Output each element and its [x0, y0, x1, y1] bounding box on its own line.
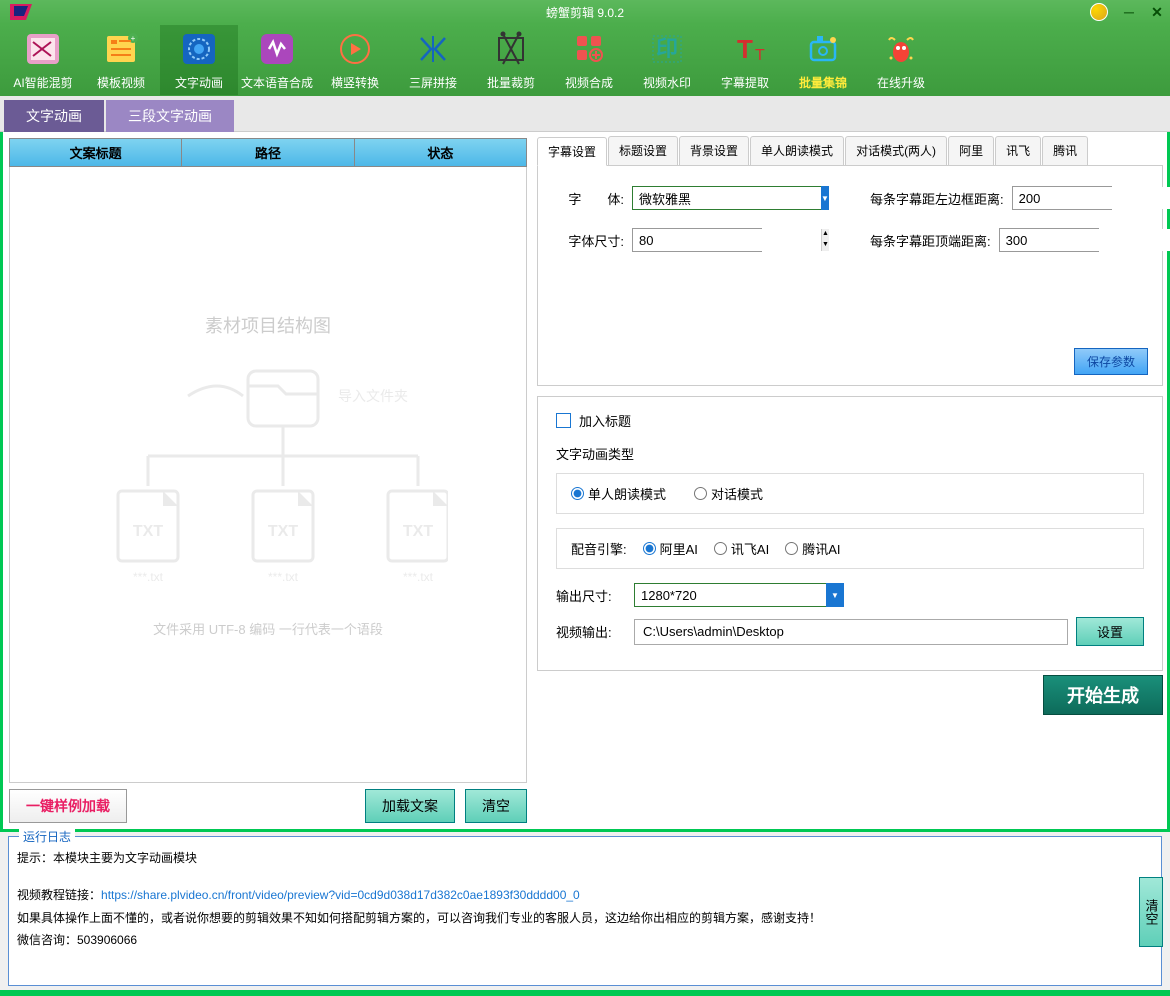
left-margin-input[interactable]: ▲▼ — [1012, 186, 1112, 210]
engine-ali-radio[interactable]: 阿里AI — [643, 539, 698, 558]
tool-tts[interactable]: 文本语音合成 — [238, 25, 316, 95]
svg-text:TXT: TXT — [403, 523, 433, 540]
log-content: 提示：本模块主要为文字动画模块 视频教程链接：https://share.plv… — [17, 847, 1153, 977]
mode-dialog-radio[interactable]: 对话模式 — [694, 484, 763, 503]
clear-button[interactable]: 清空 — [465, 789, 527, 823]
options-panel: 加入标题 文字动画类型 单人朗读模式 对话模式 配音引擎: 阿里AI 讯飞AI … — [537, 396, 1163, 671]
ai-mix-icon — [23, 30, 63, 68]
config-tab-0[interactable]: 字幕设置 — [537, 137, 607, 166]
clear-log-button[interactable]: 清空 — [1139, 877, 1163, 947]
right-panel: 字幕设置标题设置背景设置单人朗读模式对话模式(两人)阿里讯飞腾讯 字 体: ▼ … — [533, 132, 1167, 829]
save-params-button[interactable]: 保存参数 — [1074, 348, 1148, 375]
add-title-checkbox[interactable] — [556, 413, 571, 428]
output-size-combo[interactable]: ▼ — [634, 583, 844, 607]
table-body: 素材项目结构图 导入文件夹 TXT***.txt — [9, 167, 527, 783]
tool-rotate[interactable]: 横竖转换 — [316, 25, 394, 95]
tool-video-merge[interactable]: 视频合成 — [550, 25, 628, 95]
svg-text:T: T — [737, 34, 753, 64]
structure-diagram: 导入文件夹 TXT ***.txt TXT ***.txt TXT ***.txt — [88, 346, 448, 596]
svg-text:***.txt: ***.txt — [268, 570, 299, 584]
config-tab-3[interactable]: 单人朗读模式 — [750, 136, 844, 165]
svg-text:+: + — [131, 34, 136, 43]
template-icon: + — [101, 30, 141, 68]
minimize-button[interactable]: ─ — [1122, 5, 1136, 19]
main-toolbar: AI智能混剪+模板视频文字动画文本语音合成横竖转换三屏拼接批量裁剪视频合成印视频… — [0, 24, 1170, 96]
th-title: 文案标题 — [10, 139, 182, 166]
fontsize-input[interactable]: ▲▼ — [632, 228, 762, 252]
set-path-button[interactable]: 设置 — [1076, 617, 1144, 646]
sample-load-button[interactable]: 一键样例加载 — [9, 789, 127, 823]
svg-text:印: 印 — [656, 36, 678, 61]
tutorial-link[interactable]: https://share.plvideo.cn/front/video/pre… — [101, 888, 580, 902]
tool-batch-crop[interactable]: 批量裁剪 — [472, 25, 550, 95]
triple-icon — [413, 30, 453, 68]
watermark-icon: 印 — [647, 30, 687, 68]
size-dropdown-icon[interactable]: ▼ — [826, 583, 844, 607]
log-panel: 运行日志 提示：本模块主要为文字动画模块 视频教程链接：https://shar… — [8, 836, 1162, 986]
svg-text:TXT: TXT — [268, 523, 298, 540]
config-tab-1[interactable]: 标题设置 — [608, 136, 678, 165]
svg-text:***.txt: ***.txt — [403, 570, 434, 584]
tool-upgrade[interactable]: 在线升级 — [862, 25, 940, 95]
tool-triple[interactable]: 三屏拼接 — [394, 25, 472, 95]
text-anim-icon — [179, 30, 219, 68]
structure-watermark: 素材项目结构图 导入文件夹 TXT***.txt — [88, 312, 448, 638]
svg-text:T: T — [755, 47, 765, 64]
engine-xf-radio[interactable]: 讯飞AI — [714, 539, 769, 558]
th-path: 路径 — [182, 139, 354, 166]
svg-text:TXT: TXT — [133, 523, 163, 540]
font-input[interactable] — [632, 186, 821, 210]
batch-col-icon — [803, 30, 843, 68]
th-status: 状态 — [355, 139, 526, 166]
tool-template[interactable]: +模板视频 — [82, 25, 160, 95]
medal-icon[interactable] — [1090, 3, 1108, 21]
subtitle-icon: TT — [725, 30, 765, 68]
subtab-text-anim[interactable]: 文字动画 — [4, 100, 104, 132]
tool-ai-mix[interactable]: AI智能混剪 — [4, 25, 82, 95]
config-tab-7[interactable]: 腾讯 — [1042, 136, 1088, 165]
batch-crop-icon — [491, 30, 531, 68]
left-panel: 文案标题 路径 状态 素材项目结构图 — [3, 132, 533, 829]
engine-tx-radio[interactable]: 腾讯AI — [785, 539, 840, 558]
subtitle-config: 字 体: ▼ 每条字幕距左边框距离: ▲▼ 字体尺寸: ▲▼ 每条字幕距顶端距离… — [537, 166, 1163, 386]
tool-subtitle[interactable]: TT字幕提取 — [706, 25, 784, 95]
config-tab-5[interactable]: 阿里 — [948, 136, 994, 165]
tool-batch-col[interactable]: 批量集锦 — [784, 25, 862, 95]
app-logo — [8, 2, 38, 22]
font-dropdown-icon[interactable]: ▼ — [821, 186, 829, 210]
app-title: 螃蟹剪辑 9.0.2 — [546, 4, 624, 21]
sub-tabs: 文字动画 三段文字动画 — [0, 96, 1170, 132]
svg-text:***.txt: ***.txt — [133, 570, 164, 584]
top-margin-input[interactable]: ▲▼ — [999, 228, 1099, 252]
video-merge-icon — [569, 30, 609, 68]
title-bar: 螃蟹剪辑 9.0.2 ─ ✕ — [0, 0, 1170, 24]
table-header: 文案标题 路径 状态 — [9, 138, 527, 167]
config-tab-2[interactable]: 背景设置 — [679, 136, 749, 165]
rotate-icon — [335, 30, 375, 68]
subtab-three-seg[interactable]: 三段文字动画 — [106, 100, 234, 132]
load-text-button[interactable]: 加载文案 — [365, 789, 455, 823]
tts-icon — [257, 30, 297, 68]
mode-single-radio[interactable]: 单人朗读模式 — [571, 484, 666, 503]
start-generate-button[interactable]: 开始生成 — [1043, 675, 1163, 715]
config-tab-6[interactable]: 讯飞 — [995, 136, 1041, 165]
font-combo[interactable]: ▼ — [632, 186, 762, 210]
bottom-border — [0, 990, 1170, 996]
close-button[interactable]: ✕ — [1150, 5, 1164, 19]
import-label: 导入文件夹 — [338, 388, 408, 404]
config-tabs: 字幕设置标题设置背景设置单人朗读模式对话模式(两人)阿里讯飞腾讯 — [537, 136, 1163, 166]
config-tab-4[interactable]: 对话模式(两人) — [845, 136, 947, 165]
upgrade-icon — [881, 30, 921, 68]
tool-text-anim[interactable]: 文字动画 — [160, 25, 238, 95]
tool-watermark[interactable]: 印视频水印 — [628, 25, 706, 95]
log-legend: 运行日志 — [19, 828, 75, 845]
output-path-input[interactable] — [634, 619, 1068, 645]
